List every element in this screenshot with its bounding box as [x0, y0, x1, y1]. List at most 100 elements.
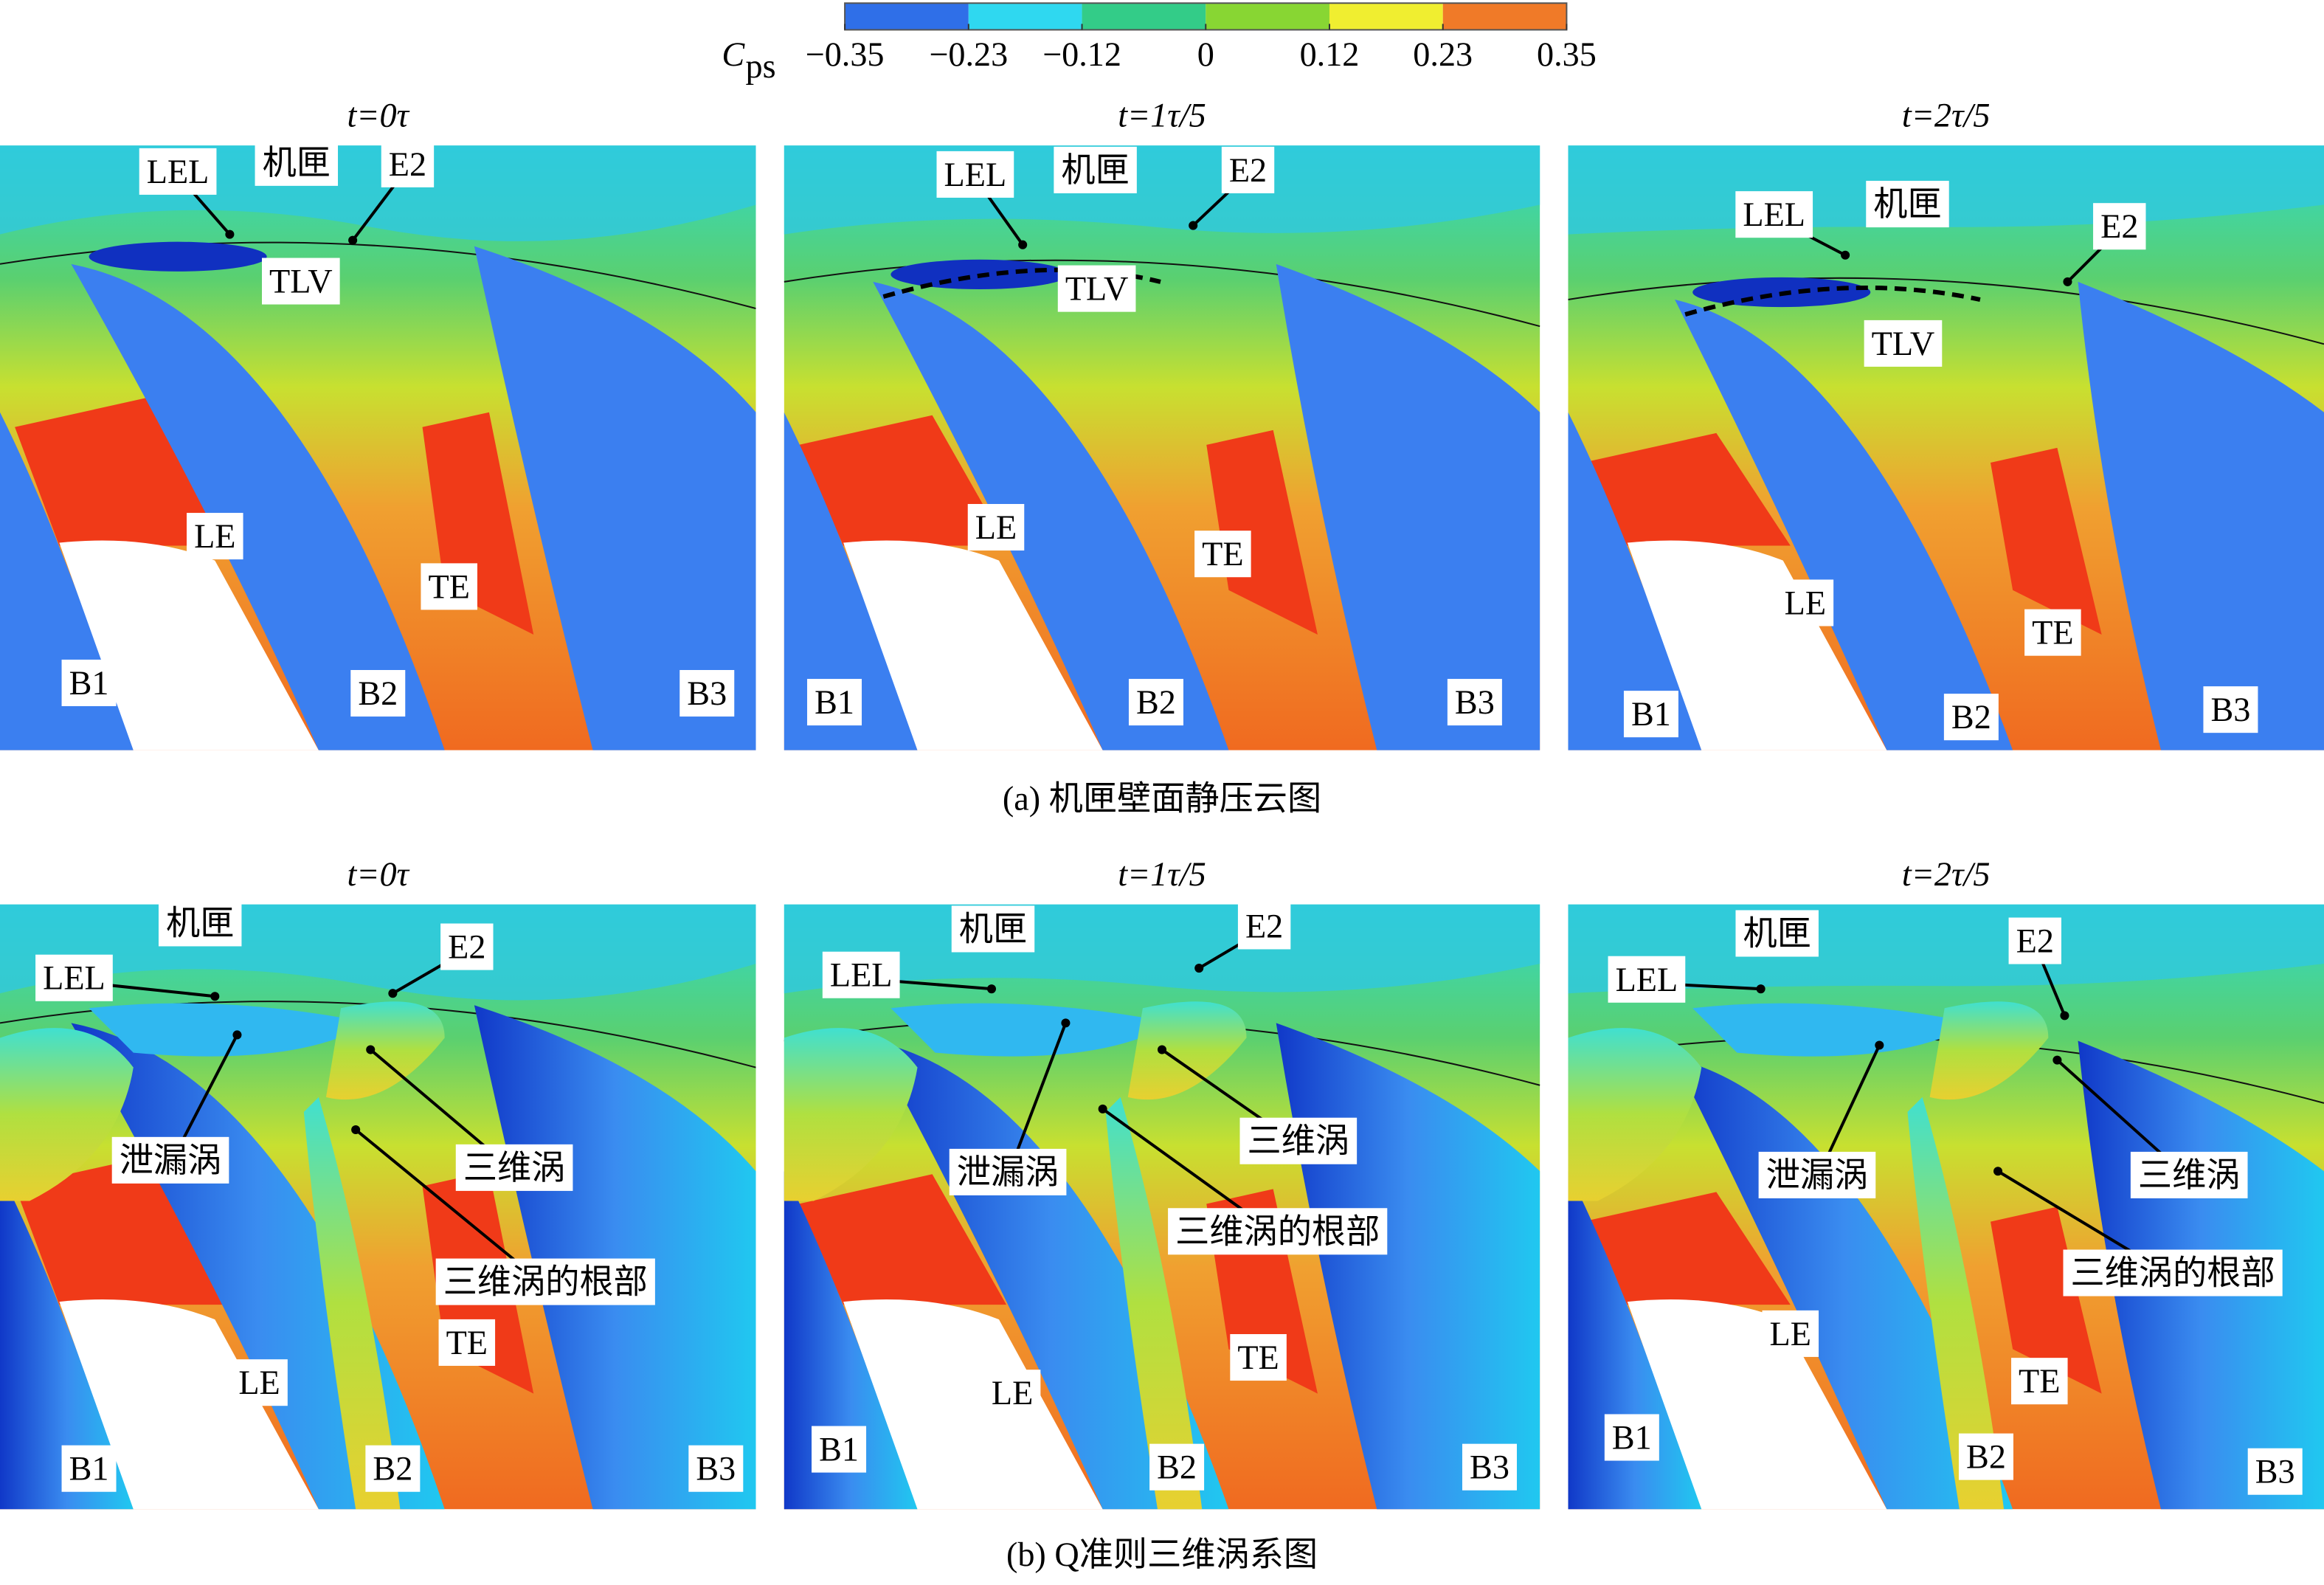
panel-label: B3	[696, 1450, 736, 1488]
panel-title: t=2τ/5	[1902, 855, 1991, 893]
panel-label: 泄漏涡	[1766, 1156, 1869, 1194]
arrow-head	[2052, 1055, 2062, 1065]
arrow-head	[1993, 1167, 2003, 1176]
vortex-root	[1105, 1097, 1203, 1510]
red-region	[1583, 432, 1791, 546]
colorbar-tick-label: −0.12	[1042, 35, 1121, 73]
blade-b1	[0, 1171, 134, 1510]
colorbar: −0.35 −0.23 −0.12 0 0.12 0.23 0.35 C ps	[722, 2, 1597, 85]
colorbar-symbol: C	[722, 35, 745, 73]
panel-title: t=1τ/5	[1118, 855, 1206, 893]
arrow-head	[1189, 221, 1198, 230]
arrow-head	[225, 229, 235, 239]
label-box	[1128, 679, 1183, 726]
label-box	[421, 563, 477, 610]
arrow-head	[232, 1030, 242, 1040]
blade-b1	[1568, 1171, 1702, 1510]
panel-label: 泄漏涡	[957, 1153, 1059, 1191]
label-box	[1735, 910, 1819, 957]
label-box	[1239, 1117, 1358, 1164]
panel: t=1τ/5 LEL 机匣 E2 TLV LE TE B1 B2 B3	[784, 97, 1540, 750]
arrow-head	[351, 1125, 361, 1135]
label-box	[1221, 146, 1275, 193]
blank-region	[59, 540, 319, 750]
blade-b2	[71, 263, 445, 750]
blade-b1	[1568, 412, 1702, 750]
label-box	[455, 1144, 573, 1191]
colorbar-tick-label: 0.35	[1537, 35, 1597, 73]
red-region	[15, 1156, 223, 1305]
label-box	[983, 1370, 1041, 1417]
arrow-head	[210, 992, 220, 1001]
contour-field	[1568, 904, 2324, 1510]
panel-label: 三维涡的根部	[443, 1263, 648, 1301]
panel-label: B1	[69, 1450, 109, 1488]
panel-label: E2	[1229, 151, 1267, 189]
panel: t=2τ/5 LEL 机匣 E2 TLV LE TE B1 B2 B3	[1568, 97, 2324, 750]
panel-label: 三维涡的根部	[1175, 1212, 1380, 1250]
panel-label: B2	[358, 674, 398, 712]
label-box	[1168, 1208, 1388, 1255]
upstream-vortex	[0, 1028, 134, 1201]
panel-label: B1	[819, 1431, 859, 1468]
red-region	[1990, 1206, 2102, 1394]
panel-label: LE	[1785, 584, 1826, 621]
casing-line	[1568, 277, 2324, 345]
label-box	[435, 1258, 655, 1305]
tlv-core	[89, 241, 267, 272]
label-box	[1943, 694, 1999, 741]
red-region	[1583, 1192, 1791, 1305]
row-caption: (a) 机匣壁面静压云图	[1003, 780, 1321, 818]
blade-b1	[784, 412, 918, 750]
blade-b2	[873, 281, 1229, 750]
label-box	[2063, 1249, 2283, 1296]
blade-b3	[474, 1005, 756, 1510]
panel-label: 机匣	[166, 904, 234, 942]
label-box	[231, 1359, 288, 1406]
panel-label: TE	[1237, 1339, 1279, 1376]
panel-label: LE	[238, 1364, 280, 1401]
label-box	[688, 1445, 744, 1492]
contour-field	[0, 145, 756, 750]
colorbar-segment	[1442, 3, 1567, 30]
panel-label: TLV	[1872, 325, 1935, 362]
label-box	[1194, 531, 1251, 578]
panel-label: B3	[1455, 683, 1495, 721]
panel-title: t=0τ	[347, 855, 409, 893]
panel-label: LE	[975, 508, 1017, 546]
colorbar-segment	[968, 3, 1082, 30]
blank-region	[59, 1299, 319, 1510]
colorbar-segment	[1082, 3, 1206, 30]
panel-label: B2	[1966, 1438, 2006, 1476]
label-box	[1866, 181, 1949, 228]
label-box	[822, 951, 900, 998]
panel-title: t=1τ/5	[1118, 97, 1206, 134]
blank-region	[1627, 540, 1887, 750]
tip-vortex	[1929, 1001, 2049, 1100]
panel-label: LEL	[1616, 961, 1678, 998]
leakage-vortex	[1692, 1003, 1974, 1057]
label-box	[1777, 579, 1834, 626]
label-box	[1149, 1443, 1205, 1491]
colorbar-segment	[1329, 3, 1443, 30]
label-box	[1623, 691, 1678, 738]
label-box	[139, 148, 217, 195]
label-box	[35, 954, 113, 1001]
red-region	[1206, 429, 1318, 635]
red-region	[798, 1174, 1007, 1305]
vortex-root	[303, 1097, 401, 1510]
label-box	[158, 899, 242, 947]
panel-label: B3	[2255, 1453, 2295, 1491]
colorbar-tick-label: −0.23	[929, 35, 1008, 73]
panel-label: B2	[373, 1450, 412, 1488]
arrow-head	[2063, 277, 2072, 286]
panel-label: LEL	[43, 959, 106, 997]
blank-region	[843, 1299, 1103, 1510]
panel-label: 三维涡	[463, 1149, 566, 1187]
row-caption: (b) Q准则三维涡系图	[1006, 1536, 1318, 1573]
panel-label: 机匣	[1873, 185, 1941, 223]
panel-label: E2	[2100, 207, 2138, 245]
vortex-root	[1907, 1097, 2005, 1510]
label-box	[350, 670, 406, 717]
